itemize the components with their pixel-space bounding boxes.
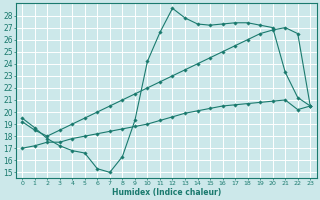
X-axis label: Humidex (Indice chaleur): Humidex (Indice chaleur) [112, 188, 221, 197]
